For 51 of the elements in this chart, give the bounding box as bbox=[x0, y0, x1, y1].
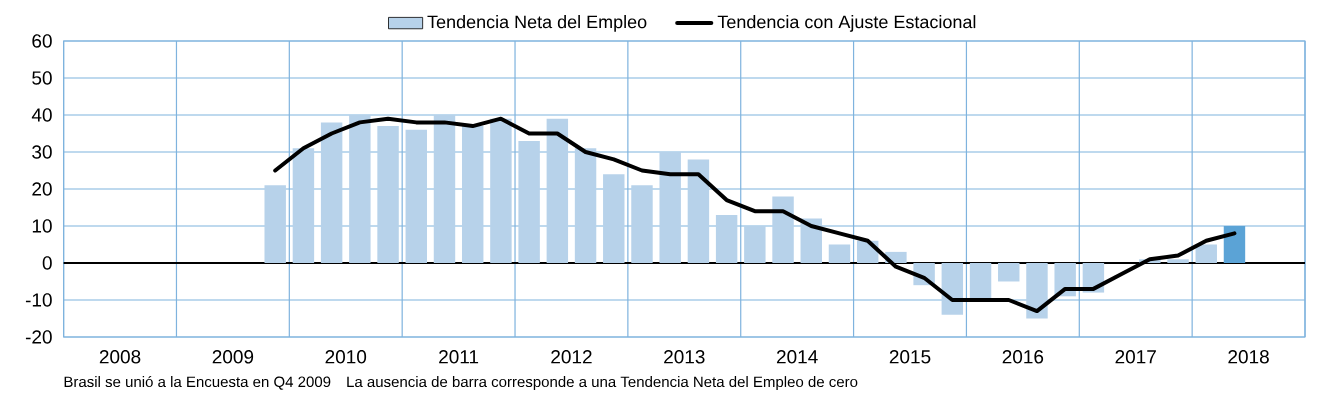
bar bbox=[772, 196, 794, 263]
legend-label: Tendencia con Ajuste Estacional bbox=[717, 15, 976, 32]
y-tick-label: -20 bbox=[25, 330, 52, 344]
bar bbox=[603, 174, 625, 263]
bar bbox=[1167, 259, 1189, 263]
y-tick-label: 40 bbox=[31, 108, 52, 122]
bar bbox=[349, 114, 371, 263]
legend-label: Tendencia Neta del Empleo bbox=[427, 15, 647, 32]
y-tick-label: 30 bbox=[32, 145, 52, 159]
bar bbox=[715, 214, 738, 263]
bar bbox=[1026, 262, 1048, 319]
bar bbox=[1195, 244, 1217, 263]
bar bbox=[659, 151, 681, 263]
x-tick-label: 2012 bbox=[551, 350, 592, 364]
x-tick-label: 2018 bbox=[1228, 350, 1269, 364]
x-tick-label: 2013 bbox=[664, 350, 705, 364]
text: La ausencia de barra corresponde a una Tendencia Neta del Empleo de cero bbox=[347, 376, 858, 391]
x-tick-label: 2008 bbox=[99, 350, 141, 364]
y-tick-label: 50 bbox=[32, 71, 52, 85]
bar bbox=[941, 262, 964, 315]
x-tick-label: 2009 bbox=[212, 350, 254, 364]
bar bbox=[320, 122, 343, 263]
bar bbox=[433, 114, 456, 263]
x-tick-label: 2010 bbox=[325, 350, 367, 364]
bar bbox=[377, 126, 399, 263]
bar bbox=[969, 262, 992, 300]
y-tick-label: 20 bbox=[32, 182, 52, 196]
bar bbox=[490, 118, 512, 263]
bar bbox=[574, 148, 597, 263]
bar bbox=[828, 244, 851, 263]
bar bbox=[631, 185, 653, 263]
bar bbox=[546, 118, 569, 263]
bar bbox=[687, 159, 710, 263]
y-tick-label: 10 bbox=[32, 219, 52, 233]
bar bbox=[292, 148, 315, 263]
bar bbox=[998, 262, 1020, 282]
bar bbox=[1223, 225, 1246, 263]
x-tick-label: 2016 bbox=[1002, 350, 1044, 364]
y-tick-label: -10 bbox=[25, 293, 52, 307]
y-tick-label: 0 bbox=[42, 256, 52, 270]
bar bbox=[405, 129, 427, 263]
y-tick-label: 60 bbox=[32, 34, 52, 48]
bar bbox=[744, 225, 766, 263]
bar bbox=[461, 126, 484, 263]
bar bbox=[518, 140, 540, 263]
x-tick-label: 2011 bbox=[439, 350, 479, 364]
bar bbox=[264, 185, 286, 263]
x-tick-label: 2014 bbox=[776, 350, 818, 364]
x-tick-label: 2015 bbox=[889, 350, 931, 364]
x-tick-label: 2017 bbox=[1115, 350, 1156, 364]
text: Brasil se unió a la Encuesta en Q4 2009 bbox=[64, 375, 331, 390]
